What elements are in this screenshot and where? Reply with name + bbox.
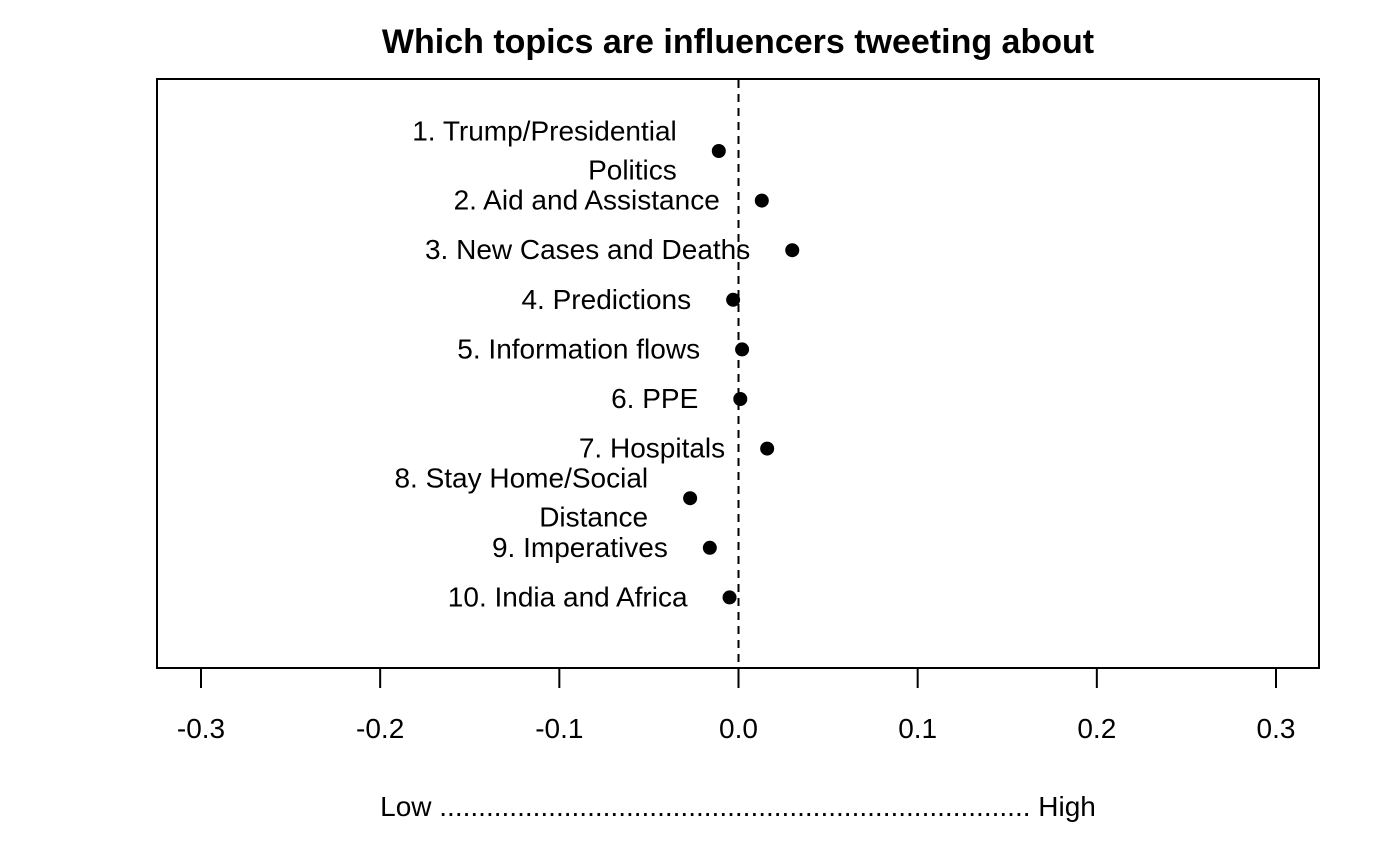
data-point (733, 392, 748, 406)
point-label: 6. PPE (611, 383, 698, 414)
point-label: 4. Predictions (521, 284, 691, 315)
x-tick-label: 0.2 (1077, 713, 1116, 744)
point-label: 5. Information flows (457, 333, 700, 364)
data-point (785, 243, 800, 258)
data-point (726, 292, 741, 307)
point-label: 10. India and Africa (448, 581, 688, 612)
x-tick-label: 0.0 (719, 713, 758, 744)
point-label: 3. New Cases and Deaths (425, 234, 750, 265)
point-label: 9. Imperatives (492, 532, 668, 563)
point-label: Distance (539, 502, 648, 533)
data-point (754, 193, 769, 208)
data-point (711, 144, 726, 158)
chart-title: Which topics are influencers tweeting ab… (382, 23, 1094, 61)
point-label: Politics (588, 155, 677, 186)
x-tick-label: 0.3 (1257, 713, 1296, 744)
data-point (702, 540, 717, 555)
point-label: 1. Trump/Presidential (412, 116, 677, 147)
x-tick-label: -0.3 (177, 713, 225, 744)
x-tick-label: -0.1 (535, 713, 583, 744)
x-tick-label: -0.2 (356, 713, 404, 744)
point-label: 7. Hospitals (579, 433, 725, 464)
x-tick-label: 0.1 (898, 713, 937, 744)
data-point (722, 590, 737, 605)
x-axis-label: Low ....................................… (380, 791, 1096, 822)
data-point (735, 342, 750, 357)
point-label: 8. Stay Home/Social (394, 463, 648, 494)
point-label: 2. Aid and Assistance (454, 185, 720, 216)
data-point (683, 491, 698, 506)
data-point (760, 441, 775, 456)
x-axis: -0.3 -0.2 -0.1 0.0 0.1 0.2 0.3 (177, 667, 1296, 744)
